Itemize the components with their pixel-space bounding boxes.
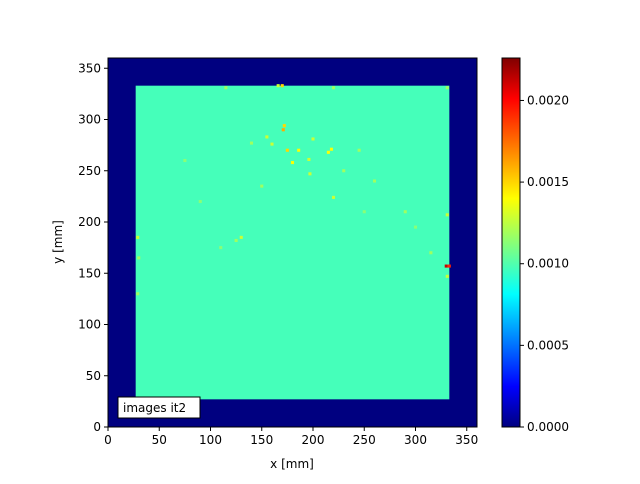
x-tick-label: 200 (302, 433, 325, 447)
heatmap-cell (342, 169, 346, 173)
x-tick-label: 300 (404, 433, 427, 447)
y-tick-label: 350 (78, 61, 101, 75)
x-axis-label: x [mm] (270, 457, 314, 471)
colorbar-tick-label: 0.0000 (527, 420, 569, 434)
heatmap-cell (445, 86, 449, 90)
heatmap-cell (260, 184, 264, 188)
heatmap-cell (362, 210, 366, 214)
heatmap-cell (183, 158, 187, 163)
heatmap-cell (331, 86, 336, 90)
colorbar-tick-label: 0.0010 (527, 257, 569, 271)
heatmap-cell (297, 148, 301, 152)
y-tick-label: 250 (78, 164, 101, 178)
x-tick-label: 100 (199, 433, 222, 447)
heatmap-cell (372, 179, 377, 183)
heatmap-cell (429, 251, 433, 255)
heatmap-cell (249, 141, 254, 145)
heatmap-cell (308, 172, 312, 176)
x-tick-label: 350 (455, 433, 478, 447)
heatmap-cell (445, 274, 449, 278)
heatmap-cell (445, 213, 449, 217)
heatmap-cell (326, 150, 330, 154)
heatmap-cell (290, 161, 295, 165)
annotation-box: images it2 (117, 396, 201, 419)
annotation-text: images it2 (123, 401, 186, 415)
x-tick-label: 0 (104, 433, 112, 447)
x-tick-label: 50 (152, 433, 167, 447)
heatmap-cell (224, 86, 228, 90)
heatmap-cell (137, 256, 141, 260)
heatmap-cell (234, 238, 238, 242)
heatmap-cell (413, 225, 418, 229)
heatmap-cell (136, 235, 140, 239)
y-tick-label: 50 (86, 369, 101, 383)
x-axis: 0 50 100 150 200 250 300 350 (104, 427, 478, 447)
heatmap-cell (357, 148, 361, 152)
heatmap-cell (280, 84, 284, 88)
x-tick-label: 150 (250, 433, 273, 447)
heatmap-cell (403, 210, 407, 214)
colorbar (501, 57, 521, 428)
heatmap-cell (331, 195, 336, 199)
heatmap-cell (219, 246, 223, 250)
heatmap-cells (108, 58, 477, 427)
heatmap-cell (239, 235, 243, 239)
heatmap-cell (329, 147, 333, 151)
y-tick-label: 200 (78, 215, 101, 229)
y-tick-label: 100 (78, 318, 101, 332)
heatmap-cell (276, 84, 280, 88)
heatmap-cell (136, 292, 140, 296)
heatmap-cell (447, 264, 451, 268)
heatmap-cell (281, 128, 285, 132)
y-axis: 0 50 100 150 200 250 300 350 (78, 61, 108, 434)
heatmap-cell (285, 148, 289, 152)
heatmap-cell (265, 135, 269, 139)
y-axis-label: y [mm] (51, 220, 65, 264)
heatmap-cell (282, 124, 286, 128)
x-tick-label: 250 (353, 433, 376, 447)
heatmap-cell (307, 157, 311, 162)
y-tick-label: 0 (93, 420, 101, 434)
colorbar-axis: 0.0000 0.0005 0.0010 0.0015 0.0020 (520, 93, 569, 434)
colorbar-tick-label: 0.0005 (527, 338, 569, 352)
heatmap-cell (444, 264, 448, 268)
heatmap-cell (270, 142, 274, 146)
y-tick-label: 300 (78, 113, 101, 127)
colorbar-tick-label: 0.0020 (527, 93, 569, 107)
heatmap-cell (311, 137, 315, 141)
y-tick-label: 150 (78, 266, 101, 280)
heatmap-cell (198, 199, 202, 204)
plot-frame (107, 57, 478, 428)
colorbar-tick-label: 0.0015 (527, 175, 569, 189)
active-region (135, 85, 450, 400)
